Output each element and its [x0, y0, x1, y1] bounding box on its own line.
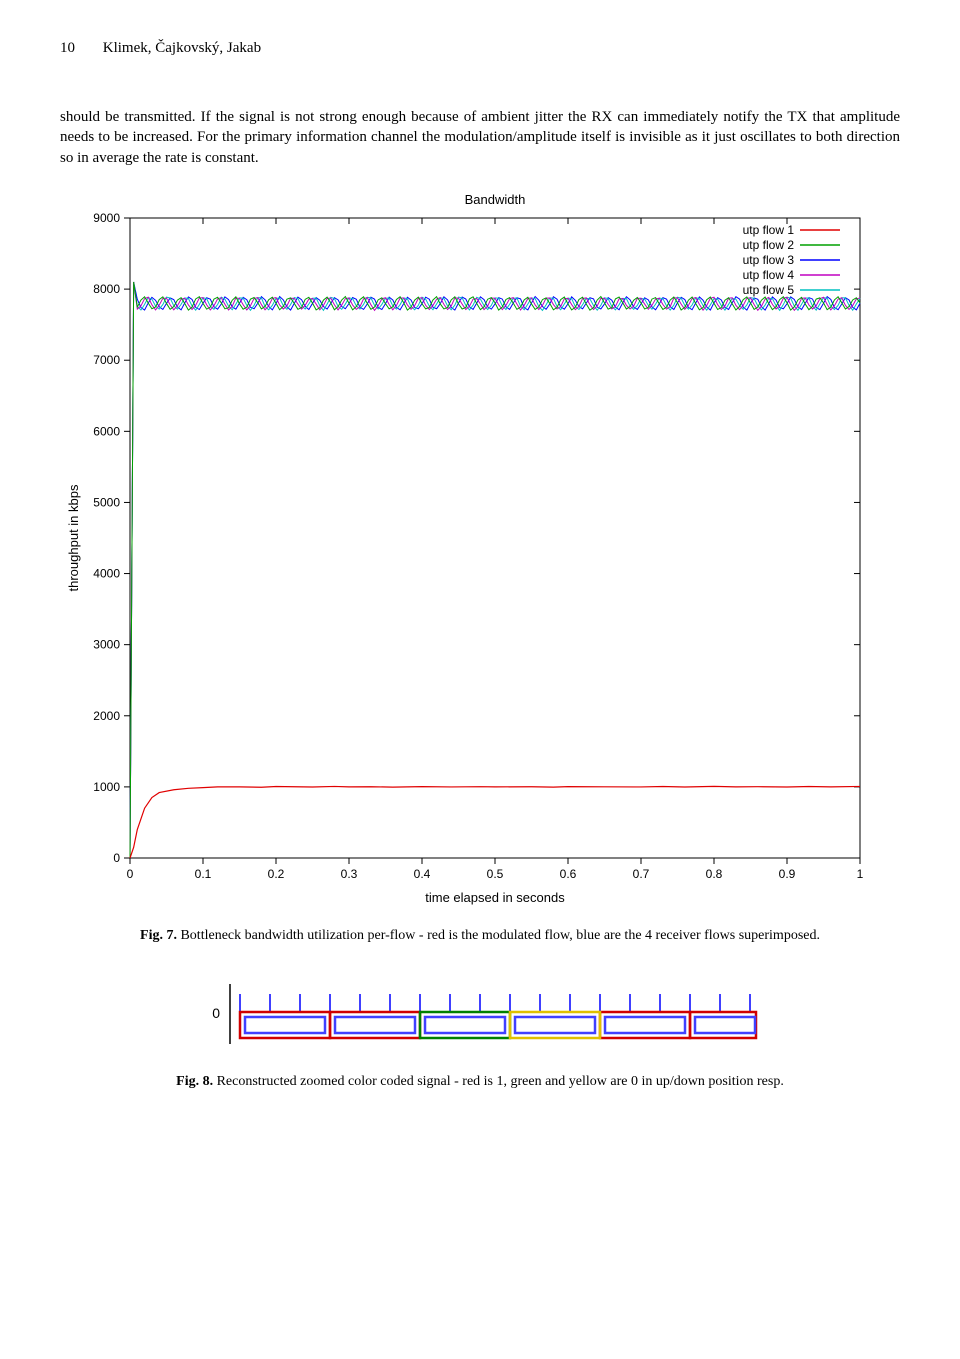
svg-text:3000: 3000: [93, 637, 120, 651]
fig8-diagram: 0: [180, 974, 780, 1054]
svg-text:0: 0: [127, 867, 134, 881]
fig7-label: Fig. 7.: [140, 928, 177, 943]
svg-text:0: 0: [212, 1005, 220, 1021]
fig7-text: Bottleneck bandwidth utilization per-flo…: [177, 928, 820, 943]
svg-text:5000: 5000: [93, 495, 120, 509]
svg-text:0.3: 0.3: [341, 867, 358, 881]
svg-text:0.9: 0.9: [779, 867, 796, 881]
bandwidth-chart: Bandwidth 0 1000 2000 3000 4000 5000 6000 7000 80…: [60, 188, 900, 908]
svg-text:0.1: 0.1: [195, 867, 212, 881]
svg-text:utp flow 1: utp flow 1: [743, 223, 795, 237]
bandwidth-chart-svg: Bandwidth 0 1000 2000 3000 4000 5000 6000 7000 80…: [60, 188, 880, 908]
body-paragraph: should be transmitted. If the signal is …: [60, 107, 900, 168]
svg-text:9000: 9000: [93, 211, 120, 225]
svg-text:4000: 4000: [93, 566, 120, 580]
fig8-caption: Fig. 8. Reconstructed zoomed color coded…: [60, 1074, 900, 1090]
svg-text:0.5: 0.5: [487, 867, 504, 881]
svg-text:Bandwidth: Bandwidth: [465, 192, 526, 207]
fig8-svg: 0: [180, 974, 780, 1054]
svg-text:utp flow 4: utp flow 4: [743, 268, 795, 282]
svg-text:utp flow 5: utp flow 5: [743, 283, 795, 297]
svg-text:utp flow 2: utp flow 2: [743, 238, 795, 252]
svg-text:0.4: 0.4: [414, 867, 431, 881]
svg-text:1000: 1000: [93, 780, 120, 794]
svg-text:1: 1: [857, 867, 864, 881]
svg-text:6000: 6000: [93, 424, 120, 438]
svg-text:utp flow 3: utp flow 3: [743, 253, 795, 267]
fig8-label: Fig. 8.: [176, 1074, 213, 1089]
svg-text:8000: 8000: [93, 282, 120, 296]
svg-text:time elapsed in seconds: time elapsed in seconds: [425, 890, 565, 905]
header-authors: Klimek, Čajkovský, Jakab: [103, 40, 261, 56]
svg-text:0.6: 0.6: [560, 867, 577, 881]
page-header: 10 Klimek, Čajkovský, Jakab: [60, 40, 900, 57]
svg-text:0.2: 0.2: [268, 867, 285, 881]
svg-text:0.8: 0.8: [706, 867, 723, 881]
svg-text:0: 0: [113, 851, 120, 865]
svg-text:2000: 2000: [93, 709, 120, 723]
fig7-caption: Fig. 7. Bottleneck bandwidth utilization…: [60, 928, 900, 944]
svg-text:7000: 7000: [93, 353, 120, 367]
page-number: 10: [60, 40, 75, 57]
svg-text:throughput in kbps: throughput in kbps: [66, 484, 81, 591]
svg-text:0.7: 0.7: [633, 867, 650, 881]
fig8-text: Reconstructed zoomed color coded signal …: [213, 1074, 784, 1089]
